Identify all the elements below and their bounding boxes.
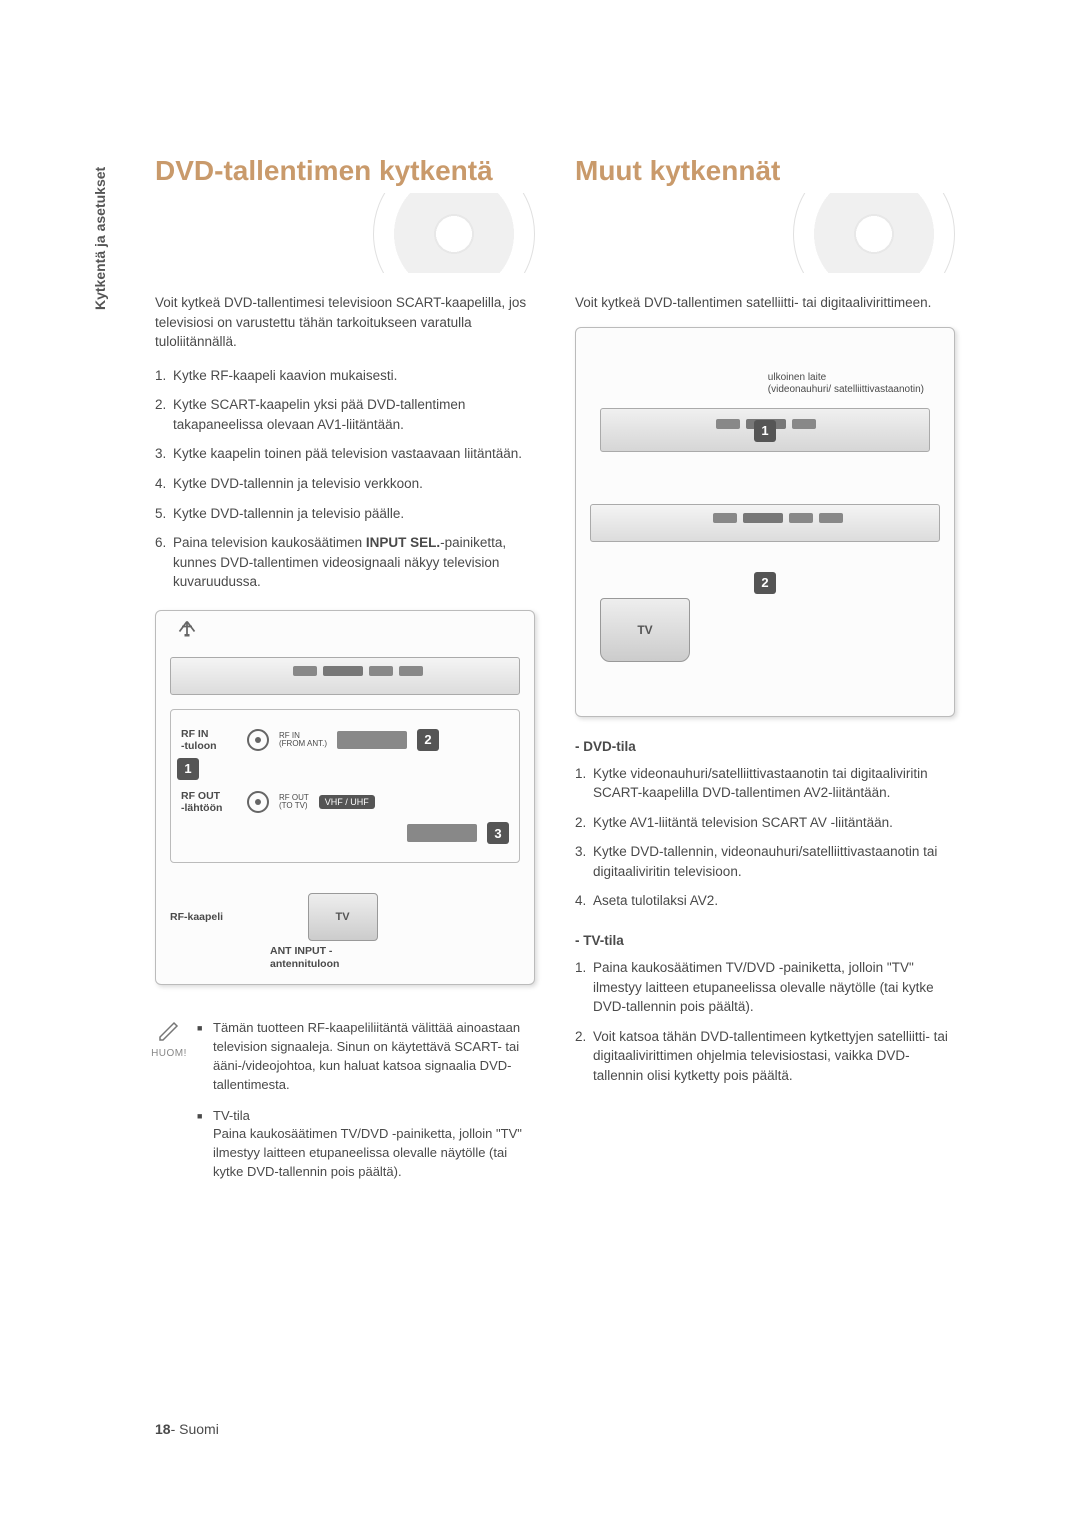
rf-in-connector-icon xyxy=(247,729,269,751)
step: Paina television kaukosäätimen INPUT SEL… xyxy=(155,533,535,592)
badge-3: 3 xyxy=(487,822,509,844)
tv-mode-title: - TV-tila xyxy=(575,933,955,948)
step: Kytke DVD-tallennin ja televisio päälle. xyxy=(155,504,535,524)
step: Voit katsoa tähän DVD-tallentimeen kytke… xyxy=(575,1027,955,1086)
disc-decor xyxy=(575,193,955,273)
rf-panel: RF IN -tuloon RF IN (FROM ANT.) 2 1 RF O… xyxy=(170,709,520,863)
footer-lang: Suomi xyxy=(179,1421,219,1437)
badge-2: 2 xyxy=(754,572,776,594)
note-icon: HUOM! xyxy=(155,1019,183,1194)
left-intro: Voit kytkeä DVD-tallentimesi televisioon… xyxy=(155,293,535,352)
note-item: Tämän tuotteen RF-kaapeliliitäntä välitt… xyxy=(197,1019,535,1094)
right-heading: Muut kytkennät xyxy=(575,155,955,187)
step: Aseta tulotilaksi AV2. xyxy=(575,891,955,911)
badge-2: 2 xyxy=(417,729,439,751)
rf-in-label: RF IN -tuloon xyxy=(181,728,237,752)
right-intro: Voit kytkeä DVD-tallentimen satelliitti-… xyxy=(575,293,955,313)
step: Kytke AV1-liitäntä television SCART AV -… xyxy=(575,813,955,833)
ant-input-label: ANT INPUT - antennituloon xyxy=(270,945,520,970)
rf-out-connector-icon xyxy=(247,791,269,813)
dvd-mode-steps: Kytke videonauhuri/satelliittivastaanoti… xyxy=(575,764,955,911)
badge-1: 1 xyxy=(177,758,199,780)
page-content: DVD-tallentimen kytkentä Voit kytkeä DVD… xyxy=(155,155,955,1194)
antenna-icon xyxy=(172,619,202,649)
ext-device-caption: ulkoinen laite (videonauhuri/ satelliitt… xyxy=(768,372,924,396)
dvd-recorder-rear xyxy=(170,657,520,695)
right-column: Muut kytkennät Voit kytkeä DVD-tallentim… xyxy=(575,155,955,1194)
badge-1: 1 xyxy=(754,420,776,442)
note-label: HUOM! xyxy=(151,1047,187,1062)
note-list: Tämän tuotteen RF-kaapeliliitäntä välitt… xyxy=(197,1019,535,1194)
dvd-mode-title: - DVD-tila xyxy=(575,739,955,754)
connection-diagram-left: RF IN -tuloon RF IN (FROM ANT.) 2 1 RF O… xyxy=(155,610,535,985)
connection-diagram-right: ulkoinen laite (videonauhuri/ satelliitt… xyxy=(575,327,955,717)
bold-text: INPUT SEL. xyxy=(366,535,440,550)
step: Kytke DVD-tallennin, videonauhuri/satell… xyxy=(575,842,955,881)
side-tab-label: Kytkentä ja asetukset xyxy=(92,167,108,310)
tv-mode-steps: Paina kaukosäätimen TV/DVD -painiketta, … xyxy=(575,958,955,1085)
rf-cable-label: RF-kaapeli xyxy=(170,911,223,923)
step: Kytke videonauhuri/satelliittivastaanoti… xyxy=(575,764,955,803)
step: Kytke SCART-kaapelin yksi pää DVD-tallen… xyxy=(155,395,535,434)
rf-out-label: RF OUT -lähtöön xyxy=(181,790,237,814)
footer-sep: - xyxy=(171,1421,180,1437)
disc-decor xyxy=(155,193,535,273)
step: Paina kaukosäätimen TV/DVD -painiketta, … xyxy=(575,958,955,1017)
dvd-recorder-rear xyxy=(590,504,940,542)
note-block: HUOM! Tämän tuotteen RF-kaapeliliitäntä … xyxy=(155,1019,535,1194)
scart-port xyxy=(337,731,407,749)
step: Kytke kaapelin toinen pää television vas… xyxy=(155,444,535,464)
vhf-label: VHF / UHF xyxy=(319,795,375,809)
left-column: DVD-tallentimen kytkentä Voit kytkeä DVD… xyxy=(155,155,535,1194)
page-number: 18 xyxy=(155,1421,171,1437)
left-heading: DVD-tallentimen kytkentä xyxy=(155,155,535,187)
rf-out-small: RF OUT (TO TV) xyxy=(279,794,309,810)
left-steps: Kytke RF-kaapeli kaavion mukaisesti. Kyt… xyxy=(155,366,535,592)
step: Kytke DVD-tallennin ja televisio verkkoo… xyxy=(155,474,535,494)
step: Kytke RF-kaapeli kaavion mukaisesti. xyxy=(155,366,535,386)
note-item: TV-tila Paina kaukosäätimen TV/DVD -pain… xyxy=(197,1107,535,1182)
tv-box: TV xyxy=(308,893,378,941)
tv-box: TV xyxy=(600,598,690,662)
page-footer: 18- Suomi xyxy=(155,1421,219,1437)
rf-in-small: RF IN (FROM ANT.) xyxy=(279,732,327,748)
scart-port xyxy=(407,824,477,842)
pencil-icon xyxy=(157,1019,181,1043)
